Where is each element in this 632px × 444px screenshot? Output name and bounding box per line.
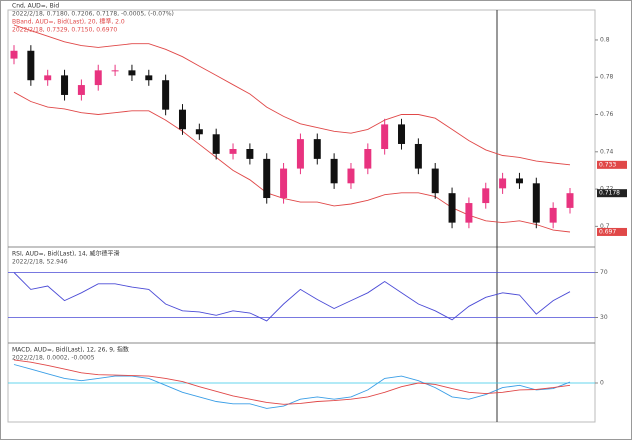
candle-body	[515, 178, 523, 184]
candle-body	[431, 168, 439, 194]
candle-body	[296, 139, 304, 169]
series-line	[13, 359, 571, 405]
candle-body	[398, 124, 406, 144]
candle-body	[145, 75, 153, 81]
candle-body	[162, 80, 170, 110]
panel-title: Cnd, AUD=, Bid	[12, 3, 59, 10]
y-tick-label: 0.78	[600, 74, 614, 81]
candle-body	[27, 50, 35, 81]
candle-body	[178, 109, 186, 130]
candle-body	[381, 124, 389, 150]
band-lower-tag: 0.697	[599, 228, 616, 235]
candle-body	[77, 85, 85, 95]
candle-body	[465, 203, 473, 223]
y-tick-label: 0.74	[600, 148, 614, 155]
band-lower	[13, 91, 571, 233]
candle-body	[212, 134, 220, 154]
last-price-tag: 0.7178	[599, 190, 620, 197]
panel-title: RSI, AUD=, Bid(Last), 14, 威尔德平滑	[12, 250, 120, 258]
candle-body	[246, 149, 254, 159]
candle-body	[532, 183, 540, 223]
candle-body	[280, 168, 288, 199]
candle-body	[364, 149, 372, 169]
candle-body	[566, 193, 574, 208]
candle-body	[263, 158, 271, 199]
candle-body	[229, 149, 237, 154]
candle-body	[10, 50, 18, 59]
candle-body	[448, 193, 456, 223]
band-upper-tag: 0.733	[599, 161, 616, 168]
candle-body	[347, 168, 355, 184]
band-upper	[13, 24, 571, 166]
candle-body	[330, 158, 338, 184]
last-price-tag-bg	[597, 189, 627, 198]
candle-body	[111, 70, 119, 72]
band-lower-tag-bg	[597, 227, 627, 236]
panel-subtitle: 2022/2/18, 52.946	[12, 259, 68, 266]
candle-body	[61, 75, 69, 95]
y-tick-label: 0	[600, 380, 604, 387]
y-tick-label: 70	[600, 269, 608, 276]
band-title: BBand, AUD=, Bid(Last), 20, 標準, 2.0	[12, 18, 125, 26]
candle-body	[414, 143, 422, 169]
y-tick-label: 0.76	[600, 111, 614, 118]
candle-body	[313, 139, 321, 159]
y-tick-label: 0.8	[600, 36, 610, 43]
panel-subtitle: 2022/2/18, 0.7180, 0.7206, 0.7178, -0.00…	[12, 11, 174, 18]
candle-body	[482, 188, 490, 204]
candle-body	[499, 178, 507, 189]
series-line	[13, 272, 571, 322]
candle-body	[94, 70, 102, 86]
candle-body	[195, 129, 203, 135]
band-upper-tag-bg	[597, 160, 627, 169]
plot-frame	[7, 9, 596, 423]
candle-body	[128, 70, 136, 76]
y-tick-label: 0.7	[600, 223, 610, 230]
panel-subtitle: 2022/2/18, 0.0002, -0.0005	[12, 355, 95, 362]
series-line	[13, 364, 571, 409]
band-subtitle: 2022/2/18, 0.7329, 0.7150, 0.6970	[12, 27, 117, 34]
y-tick-label: 0.72	[600, 186, 614, 193]
panel-title: MACD, AUD=, Bid(Last), 12, 26, 9, 指数	[12, 346, 129, 354]
candle-body	[44, 75, 52, 81]
candle-body	[549, 207, 557, 223]
y-tick-label: 30	[600, 314, 608, 321]
